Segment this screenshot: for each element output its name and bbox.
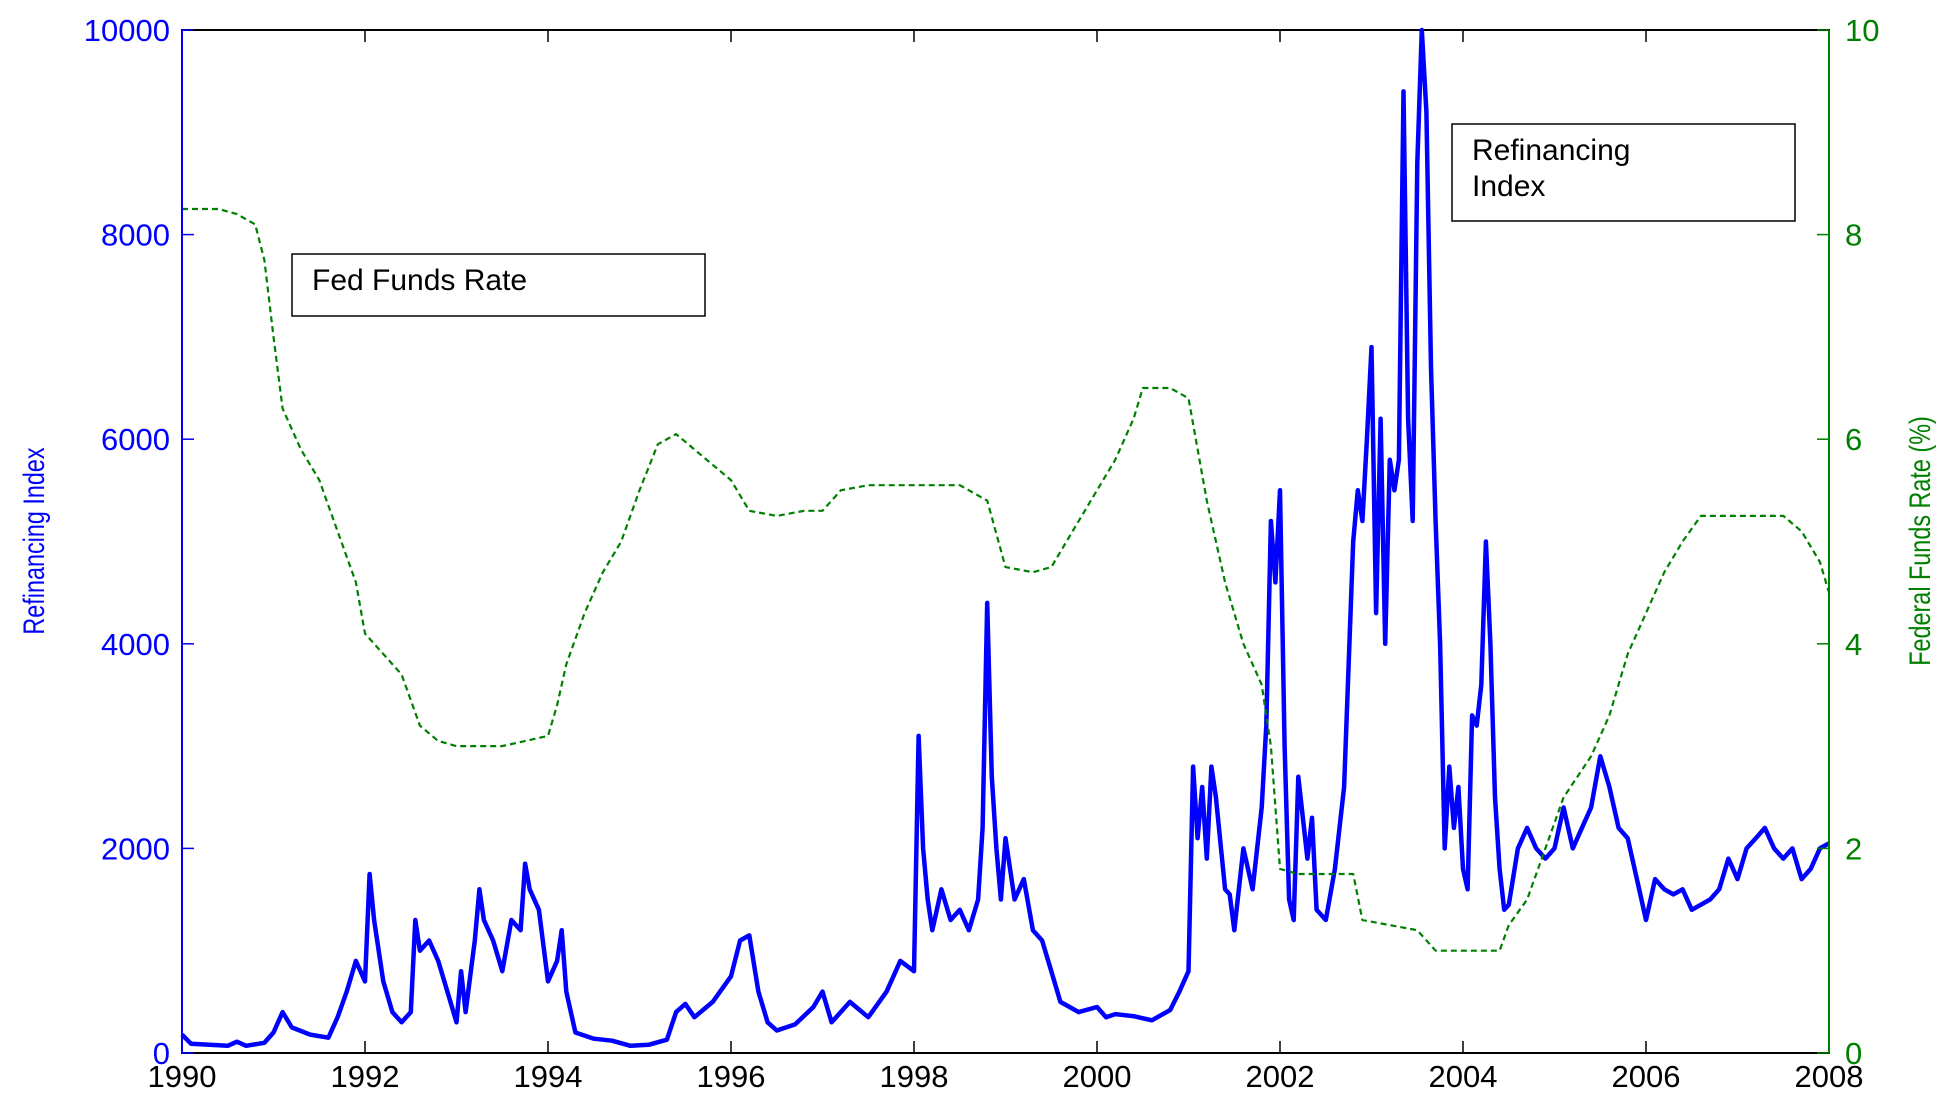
y-right-tick-label: 4 [1845, 627, 1862, 662]
y-right-tick-label: 10 [1845, 13, 1879, 48]
x-tick-label: 1990 [148, 1059, 217, 1094]
y-left-tick-label: 2000 [101, 831, 170, 866]
series-layer [180, 27, 1831, 1049]
y-axis-label-right: Federal Funds Rate (%) [1903, 416, 1936, 666]
x-tick-label: 2008 [1795, 1059, 1864, 1094]
fed-funds-annotation-text: Fed Funds Rate [312, 264, 527, 297]
x-tick-label: 2004 [1429, 1059, 1498, 1094]
y-left-tick-label: 4000 [101, 627, 170, 662]
y-right-tick-label: 8 [1845, 218, 1862, 253]
y-left-tick-label: 10000 [84, 13, 170, 48]
x-tick-label: 2006 [1612, 1059, 1681, 1094]
x-tick-label: 1992 [331, 1059, 400, 1094]
x-tick-label: 1998 [880, 1059, 949, 1094]
y-axis-label-left: Refinancing Index [17, 447, 50, 635]
refinancing-index-line [180, 27, 1831, 1049]
refinancing-annotation-box [1451, 123, 1796, 222]
x-tick-label: 1994 [514, 1059, 583, 1094]
y-left-tick-label: 0 [153, 1036, 170, 1071]
refinancing-annotation-line-2: Index [1472, 170, 1545, 203]
fed-funds-annotation-box [291, 253, 706, 317]
y-right-tick-label: 0 [1845, 1036, 1862, 1071]
tick-label-layer: 1990 1992 1994 1996 1998 2000 2002 2004 2006 2008… [84, 13, 1880, 1094]
y-right-tick-label: 2 [1845, 831, 1862, 866]
fed-funds-annotation: Fed Funds Rate [291, 253, 706, 317]
y-left-tick-label: 8000 [101, 218, 170, 253]
x-tick-label: 2002 [1246, 1059, 1315, 1094]
tick-layer [181, 29, 1830, 1054]
refinancing-annotation: Refinancing Index [1451, 123, 1796, 222]
y-right-tick-label: 6 [1845, 422, 1862, 457]
refinancing-annotation-line-1: Refinancing [1472, 134, 1630, 167]
x-tick-label: 2000 [1063, 1059, 1132, 1094]
x-tick-label: 1996 [697, 1059, 766, 1094]
fed-funds-rate-line [182, 207, 1831, 952]
y-left-tick-label: 6000 [101, 422, 170, 457]
